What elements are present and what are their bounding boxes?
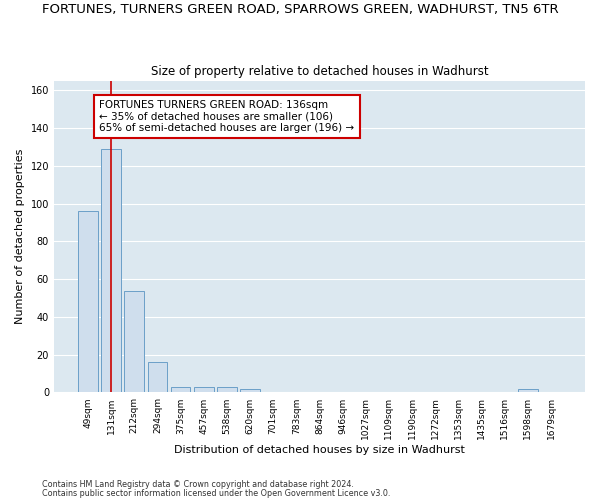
X-axis label: Distribution of detached houses by size in Wadhurst: Distribution of detached houses by size …: [174, 445, 465, 455]
Bar: [240, 388, 260, 392]
Bar: [101, 149, 121, 392]
Bar: [170, 387, 190, 392]
Bar: [194, 387, 214, 392]
Y-axis label: Number of detached properties: Number of detached properties: [15, 149, 25, 324]
Text: Contains HM Land Registry data © Crown copyright and database right 2024.: Contains HM Land Registry data © Crown c…: [42, 480, 354, 489]
Text: FORTUNES, TURNERS GREEN ROAD, SPARROWS GREEN, WADHURST, TN5 6TR: FORTUNES, TURNERS GREEN ROAD, SPARROWS G…: [41, 2, 559, 16]
Bar: [148, 362, 167, 392]
Title: Size of property relative to detached houses in Wadhurst: Size of property relative to detached ho…: [151, 66, 488, 78]
Text: Contains public sector information licensed under the Open Government Licence v3: Contains public sector information licen…: [42, 488, 391, 498]
Bar: [217, 387, 236, 392]
Bar: [518, 388, 538, 392]
Text: FORTUNES TURNERS GREEN ROAD: 136sqm
← 35% of detached houses are smaller (106)
6: FORTUNES TURNERS GREEN ROAD: 136sqm ← 35…: [100, 100, 355, 133]
Bar: [78, 212, 98, 392]
Bar: [124, 290, 144, 392]
